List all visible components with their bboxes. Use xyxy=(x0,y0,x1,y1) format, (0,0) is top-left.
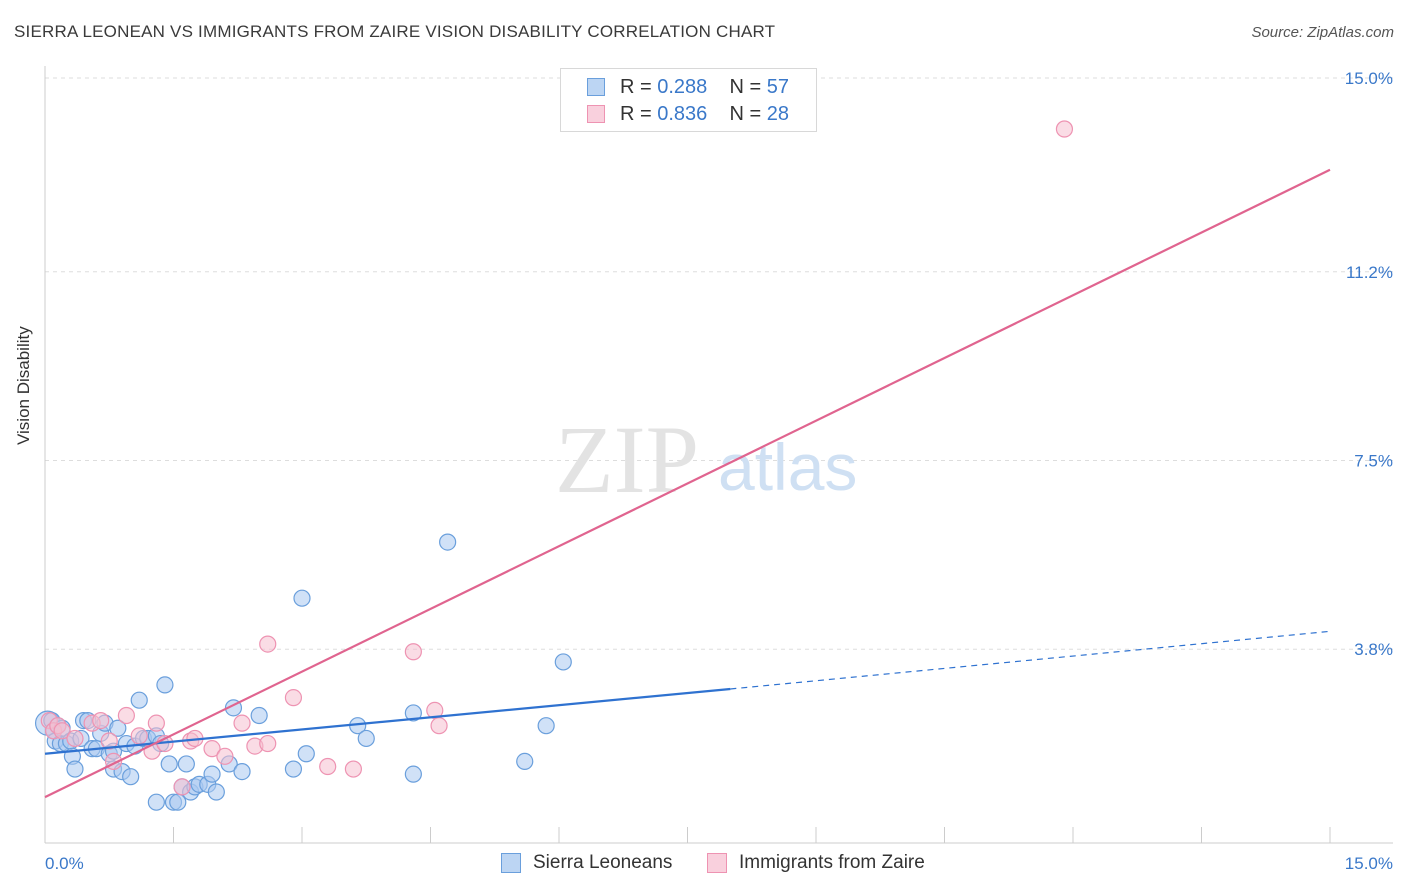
legend-n-label: N = xyxy=(729,103,767,125)
data-point-immigrants-from-zaire xyxy=(100,732,118,750)
data-point-sierra-leoneans xyxy=(297,745,315,763)
y-tick-label: 7.5% xyxy=(1354,452,1393,471)
data-point-sierra-leoneans xyxy=(516,752,534,771)
trend-line-sierra-leoneans xyxy=(44,687,731,755)
data-point-immigrants-from-zaire xyxy=(173,778,191,796)
data-point-sierra-leoneans xyxy=(357,729,375,748)
data-point-sierra-leoneans xyxy=(554,653,572,671)
gridlines xyxy=(45,77,1393,650)
x-tick-label-max: 15.0% xyxy=(1345,854,1393,873)
data-point-immigrants-from-zaire xyxy=(259,635,277,653)
watermark: ZIP atlas xyxy=(555,406,857,513)
data-point-sierra-leoneans xyxy=(147,793,165,811)
legend-n-value: 57 xyxy=(766,76,790,98)
data-point-sierra-leoneans xyxy=(233,762,251,781)
x-tick-label-min: 0.0% xyxy=(45,854,84,873)
data-point-sierra-leoneans xyxy=(293,589,311,607)
legend-r-label: R = xyxy=(620,103,658,125)
data-point-immigrants-from-zaire xyxy=(130,727,148,745)
legend-n-value: 28 xyxy=(766,103,790,125)
watermark-zip: ZIP xyxy=(555,406,699,513)
bottom-legend-swatch-blue xyxy=(501,853,521,873)
legend-n-label: N = xyxy=(729,76,767,98)
chart-title: SIERRA LEONEAN VS IMMIGRANTS FROM ZAIRE … xyxy=(14,22,776,41)
bottom-legend-label-2: Immigrants from Zaire xyxy=(739,852,925,873)
legend-text-1: R = 0.288 N = 57 xyxy=(620,76,789,99)
data-point-immigrants-from-zaire xyxy=(404,643,422,661)
data-point-immigrants-from-zaire xyxy=(147,714,165,732)
data-point-immigrants-from-zaire xyxy=(259,734,277,753)
legend-text-2: R = 0.836 N = 28 xyxy=(620,103,789,126)
watermark-atlas: atlas xyxy=(718,430,857,504)
trend-line-immigrants-from-zaire xyxy=(44,168,1331,799)
data-point-sierra-leoneans xyxy=(177,755,195,773)
data-point-immigrants-from-zaire xyxy=(53,722,71,740)
data-point-sierra-leoneans xyxy=(122,768,140,786)
data-point-immigrants-from-zaire xyxy=(216,747,234,765)
data-point-sierra-leoneans xyxy=(284,760,303,778)
legend-r-value: 0.288 xyxy=(657,76,708,98)
trend-line-sierra-leoneans-extension xyxy=(730,630,1331,690)
data-point-sierra-leoneans xyxy=(404,765,422,783)
tick-labels: 3.8% 7.5% 11.2% 15.0% 0.0% 15.0% xyxy=(45,69,1393,873)
data-point-sierra-leoneans xyxy=(250,706,268,725)
data-point-immigrants-from-zaire xyxy=(66,729,84,748)
legend-swatch-blue xyxy=(587,78,605,96)
data-point-immigrants-from-zaire xyxy=(203,740,221,758)
y-tick-label: 15.0% xyxy=(1345,69,1393,88)
legend-swatch-pink xyxy=(587,105,605,123)
y-tick-label: 3.8% xyxy=(1354,640,1393,659)
data-point-immigrants-from-zaire xyxy=(284,689,303,707)
data-point-sierra-leoneans xyxy=(439,533,457,551)
data-point-sierra-leoneans xyxy=(207,783,225,801)
legend-r-label: R = xyxy=(620,76,658,98)
y-axis-label: Vision Disability xyxy=(14,326,33,445)
data-point-sierra-leoneans xyxy=(203,765,221,783)
data-point-immigrants-from-zaire xyxy=(1055,120,1074,138)
data-point-sierra-leoneans xyxy=(130,691,148,709)
legend-r-value: 0.836 xyxy=(657,103,708,125)
data-point-immigrants-from-zaire xyxy=(233,714,251,732)
bottom-legend-swatch-pink xyxy=(707,853,727,873)
data-point-immigrants-from-zaire xyxy=(344,760,362,778)
series-immigrants-from-zaire xyxy=(40,120,1074,796)
data-point-immigrants-from-zaire xyxy=(92,711,110,730)
data-point-immigrants-from-zaire xyxy=(117,706,135,725)
trend-lines xyxy=(44,168,1331,799)
correlation-legend: R = 0.288 N = 57 R = 0.836 N = 28 xyxy=(560,68,817,132)
data-point-sierra-leoneans xyxy=(109,719,127,737)
source-label: Source: ZipAtlas.com xyxy=(1251,24,1394,41)
y-tick-label: 11.2% xyxy=(1346,263,1393,282)
data-point-sierra-leoneans xyxy=(404,704,422,722)
data-point-immigrants-from-zaire xyxy=(430,717,448,735)
data-point-sierra-leoneans xyxy=(156,676,174,694)
data-point-sierra-leoneans xyxy=(537,717,555,735)
data-point-sierra-leoneans xyxy=(66,760,84,778)
bottom-legend-label-1: Sierra Leoneans xyxy=(533,852,673,873)
data-point-sierra-leoneans xyxy=(160,755,178,773)
data-point-immigrants-from-zaire xyxy=(319,757,337,776)
